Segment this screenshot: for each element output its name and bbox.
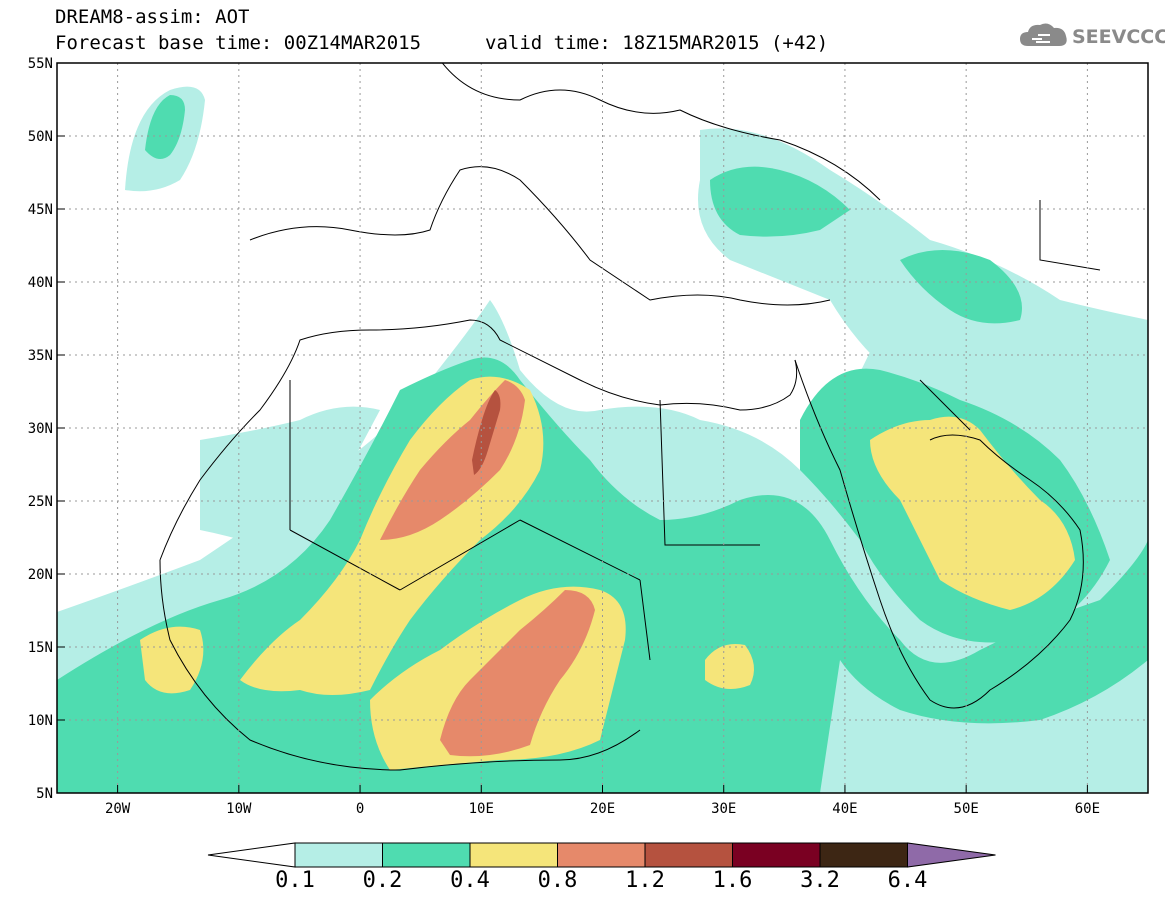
title-base-time: Forecast base time: 00Z14MAR2015	[55, 32, 422, 54]
lon-label: 60E	[1075, 801, 1100, 817]
map-frame	[56, 62, 1149, 794]
lat-label: 15N	[28, 640, 53, 656]
lat-label: 30N	[28, 421, 53, 437]
colorbar-label: 0.8	[537, 868, 578, 893]
colorbar-swatch	[469, 842, 558, 868]
colorbar-label: 0.1	[275, 868, 315, 893]
colorbar-label: 1.2	[625, 868, 665, 893]
lon-label: 40E	[832, 801, 857, 817]
lon-label: 20W	[105, 801, 131, 817]
colorbar	[207, 842, 996, 868]
lon-label: 10W	[226, 801, 252, 817]
longitude-labels: 20W 10W 0 10E 20E 30E 40E 50E 60E	[105, 801, 1100, 817]
lon-label: 0	[356, 801, 364, 817]
coastlines	[159, 63, 1101, 771]
lon-label: 10E	[469, 801, 494, 817]
lat-label: 40N	[28, 275, 53, 291]
colorbar-swatch	[557, 842, 646, 868]
colorbar-label: 6.4	[887, 868, 928, 893]
colorbar-label: 0.2	[362, 868, 403, 893]
colorbar-high-arrow	[907, 842, 996, 868]
lat-label: 50N	[28, 129, 53, 145]
lat-label: 55N	[28, 56, 53, 72]
lat-label: 35N	[28, 348, 53, 364]
colorbar-low-arrow	[207, 842, 296, 868]
lat-label: 25N	[28, 494, 53, 510]
lon-label: 30E	[711, 801, 736, 817]
seevccc-logo: SEEVCCC	[1018, 20, 1165, 54]
lat-label: 20N	[28, 567, 53, 583]
title-line-1: DREAM8-assim: AOT	[55, 6, 250, 28]
colorbar-swatch	[732, 842, 821, 868]
lon-label: 50E	[954, 801, 979, 817]
aot-level-1.2	[472, 390, 501, 475]
lat-label: 5N	[36, 786, 53, 802]
aot-field	[57, 86, 1148, 793]
colorbar-label: 1.6	[712, 868, 753, 893]
latitude-labels: 55N 50N 45N 40N 35N 30N 25N 20N 15N 10N 5N	[28, 56, 53, 802]
colorbar-swatch	[644, 842, 733, 868]
lat-lon-grid	[57, 62, 1148, 794]
lon-label: 20E	[590, 801, 615, 817]
colorbar-label: 0.4	[450, 868, 490, 893]
lat-label: 10N	[28, 713, 53, 729]
title-valid-time: valid time: 18Z15MAR2015 (+42)	[485, 32, 829, 54]
logo-text: SEEVCCC	[1072, 26, 1165, 48]
cloud-icon	[1020, 23, 1067, 46]
lat-label: 45N	[28, 202, 53, 218]
colorbar-swatch	[382, 842, 471, 868]
colorbar-swatch	[819, 842, 908, 868]
colorbar-label: 3.2	[800, 868, 840, 893]
colorbar-swatch	[294, 842, 383, 868]
